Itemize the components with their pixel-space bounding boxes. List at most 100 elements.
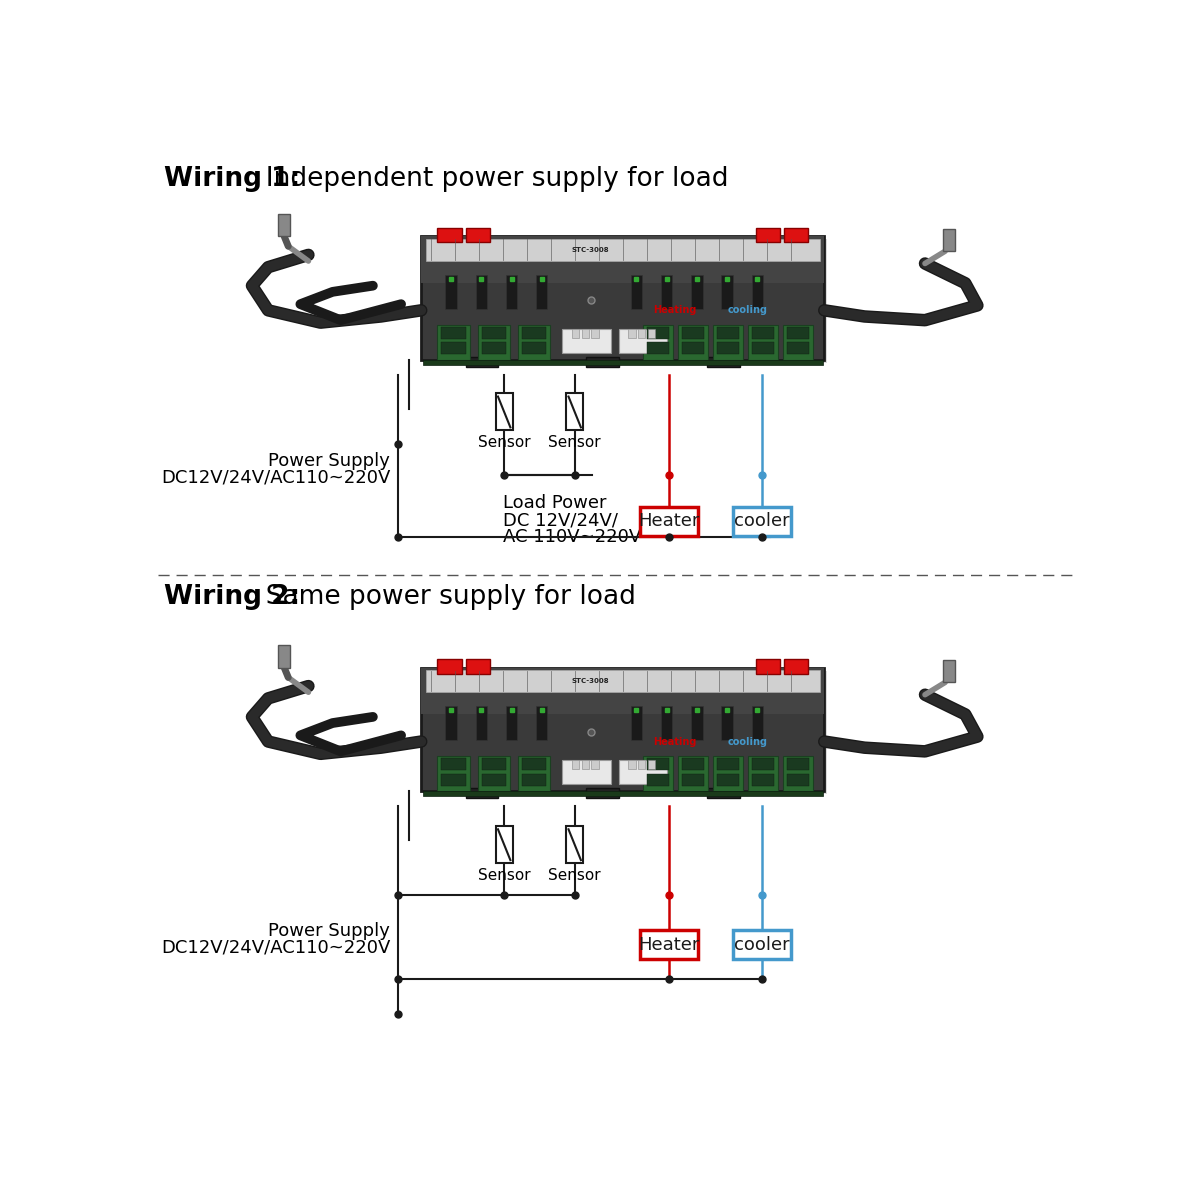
Bar xyxy=(518,756,551,791)
Bar xyxy=(478,756,510,791)
Bar xyxy=(752,774,774,786)
Bar xyxy=(481,758,506,770)
Bar xyxy=(506,706,517,740)
Text: STC-3008: STC-3008 xyxy=(571,247,610,253)
Bar xyxy=(475,706,487,740)
Bar xyxy=(437,659,462,673)
Bar xyxy=(619,760,667,784)
Bar xyxy=(522,774,546,786)
Bar xyxy=(442,758,466,770)
Bar xyxy=(752,342,774,354)
Bar xyxy=(506,275,517,310)
Bar xyxy=(619,329,667,353)
Bar xyxy=(756,659,780,673)
Bar xyxy=(752,758,774,770)
Bar xyxy=(592,329,599,338)
Bar xyxy=(682,326,704,338)
Text: AC 110V~220V: AC 110V~220V xyxy=(503,528,641,546)
Bar xyxy=(638,329,646,338)
Bar xyxy=(943,660,955,683)
Text: STC-3008: STC-3008 xyxy=(571,678,610,684)
Bar xyxy=(784,228,808,242)
Bar xyxy=(682,758,704,770)
Bar xyxy=(787,326,809,338)
Bar xyxy=(718,758,739,770)
Bar xyxy=(784,325,814,360)
Bar xyxy=(733,506,791,536)
Text: Sensor: Sensor xyxy=(478,436,530,450)
Bar xyxy=(422,360,823,365)
Bar xyxy=(475,275,487,310)
Bar xyxy=(751,706,763,740)
Bar xyxy=(445,275,457,310)
Bar xyxy=(748,325,779,360)
Bar xyxy=(496,394,512,431)
Bar xyxy=(752,326,774,338)
Text: Sensor: Sensor xyxy=(478,868,530,883)
Bar xyxy=(278,646,290,667)
Bar xyxy=(421,667,824,714)
Bar xyxy=(566,827,583,863)
Bar xyxy=(718,774,739,786)
Bar xyxy=(648,329,655,338)
Text: Power Supply: Power Supply xyxy=(269,922,390,940)
FancyBboxPatch shape xyxy=(421,667,824,791)
Bar xyxy=(592,760,599,769)
Bar xyxy=(582,760,589,769)
Bar xyxy=(718,326,739,338)
Bar xyxy=(751,275,763,310)
Bar xyxy=(536,275,547,310)
Bar xyxy=(437,756,469,791)
Bar xyxy=(787,758,809,770)
Text: cooler: cooler xyxy=(734,936,790,954)
Bar xyxy=(518,325,551,360)
Bar xyxy=(643,325,673,360)
Bar xyxy=(682,342,704,354)
Text: Sensor: Sensor xyxy=(548,868,601,883)
Bar xyxy=(522,758,546,770)
FancyBboxPatch shape xyxy=(425,671,827,794)
Bar xyxy=(691,706,702,740)
Bar xyxy=(442,326,466,338)
Bar xyxy=(466,659,490,673)
Bar xyxy=(787,774,809,786)
Bar xyxy=(629,329,636,338)
Bar xyxy=(631,706,642,740)
Bar xyxy=(784,756,814,791)
Bar xyxy=(466,228,490,242)
Bar xyxy=(566,394,583,431)
Bar xyxy=(784,659,808,673)
Text: Power Supply: Power Supply xyxy=(269,452,390,470)
Bar xyxy=(943,229,955,251)
Bar xyxy=(718,342,739,354)
Bar xyxy=(721,706,733,740)
Bar xyxy=(631,275,642,310)
Bar xyxy=(481,774,506,786)
Bar xyxy=(678,325,708,360)
Bar xyxy=(648,760,655,769)
Text: Load Power: Load Power xyxy=(503,494,606,512)
Bar xyxy=(678,756,708,791)
Bar xyxy=(707,788,739,798)
Bar xyxy=(707,358,739,367)
Bar xyxy=(638,760,646,769)
Text: cooler: cooler xyxy=(734,512,790,530)
Bar xyxy=(647,326,670,338)
Text: DC 12V/24V/: DC 12V/24V/ xyxy=(503,511,618,529)
Bar xyxy=(278,215,290,236)
Bar xyxy=(442,342,466,354)
Text: cooling: cooling xyxy=(727,305,768,316)
Bar xyxy=(733,930,791,960)
Bar xyxy=(421,236,824,283)
Bar xyxy=(572,760,580,769)
Bar xyxy=(640,930,698,960)
Text: Heating: Heating xyxy=(654,305,697,316)
Bar xyxy=(437,325,469,360)
Bar xyxy=(478,325,510,360)
Bar xyxy=(572,329,580,338)
Bar xyxy=(713,756,743,791)
Bar xyxy=(422,791,823,796)
Bar xyxy=(682,774,704,786)
Bar xyxy=(640,506,698,536)
Bar xyxy=(522,326,546,338)
